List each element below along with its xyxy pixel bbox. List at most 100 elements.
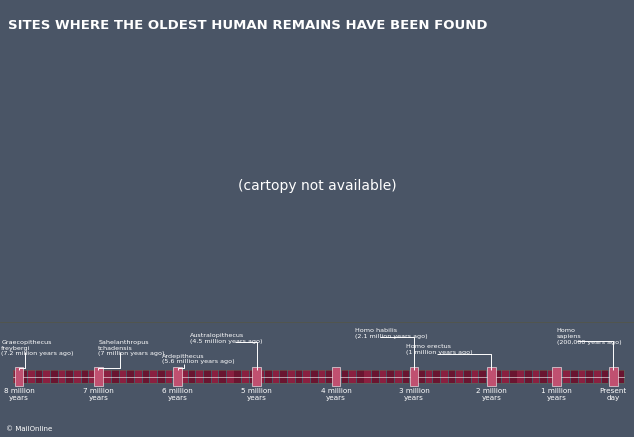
Bar [105, 370, 111, 383]
Bar [280, 370, 287, 383]
Bar [181, 370, 188, 383]
Bar [311, 370, 318, 383]
Bar [410, 368, 418, 386]
Bar [13, 370, 624, 383]
Bar [288, 370, 295, 383]
Bar [479, 370, 486, 383]
Bar [372, 370, 379, 383]
Text: 3 million
years: 3 million years [399, 388, 429, 401]
Bar [342, 370, 348, 383]
Bar [548, 370, 555, 383]
Bar [235, 370, 241, 383]
Bar [82, 370, 88, 383]
Text: Australopithecus
(4.5 million years ago): Australopithecus (4.5 million years ago) [190, 333, 262, 343]
Bar [617, 370, 624, 383]
Bar [564, 370, 570, 383]
Bar [242, 370, 249, 383]
Bar [387, 370, 394, 383]
Bar [552, 368, 561, 386]
Bar [365, 370, 371, 383]
Text: Sahelanthropus
tchadensis
(7 million years ago): Sahelanthropus tchadensis (7 million yea… [98, 340, 165, 356]
Text: Homo erectus
(1 million years ago): Homo erectus (1 million years ago) [406, 344, 472, 355]
Text: 6 million
years: 6 million years [162, 388, 193, 401]
Bar [265, 370, 272, 383]
Bar [602, 370, 608, 383]
Bar [204, 370, 210, 383]
Bar [196, 370, 203, 383]
Text: © MailOnline: © MailOnline [6, 427, 53, 432]
Bar [127, 370, 134, 383]
Bar [332, 368, 340, 386]
Bar [250, 370, 257, 383]
Bar [579, 370, 585, 383]
Bar [495, 370, 501, 383]
Bar [150, 370, 157, 383]
Bar [219, 370, 226, 383]
Text: Homo
sapiens
(200,000 years ago): Homo sapiens (200,000 years ago) [557, 328, 621, 345]
Bar [510, 370, 517, 383]
Bar [158, 370, 165, 383]
Text: Graecopithecus
freybergi
(7.2 million years ago): Graecopithecus freybergi (7.2 million ye… [1, 340, 74, 356]
Text: (cartopy not available): (cartopy not available) [238, 179, 396, 193]
Text: 4 million
years: 4 million years [321, 388, 351, 401]
Bar [609, 370, 616, 383]
Bar [487, 370, 493, 383]
Bar [456, 370, 463, 383]
Bar [20, 370, 27, 383]
Bar [94, 368, 103, 386]
Bar [252, 368, 261, 386]
Bar [51, 370, 58, 383]
Bar [188, 370, 195, 383]
Text: 2 million
years: 2 million years [476, 388, 507, 401]
Bar [349, 370, 356, 383]
Text: 7 million
years: 7 million years [83, 388, 113, 401]
Bar [36, 370, 42, 383]
Text: Homo habilis
(2.1 million years ago): Homo habilis (2.1 million years ago) [355, 328, 428, 339]
Bar [135, 370, 142, 383]
Bar [594, 370, 600, 383]
Bar [28, 370, 35, 383]
Bar [418, 370, 425, 383]
Bar [464, 370, 470, 383]
Bar [525, 370, 532, 383]
Bar [555, 370, 562, 383]
Bar [15, 368, 23, 386]
Bar [13, 370, 20, 383]
Bar [43, 370, 50, 383]
Bar [609, 368, 618, 386]
Bar [165, 370, 172, 383]
Bar [227, 370, 233, 383]
Bar [257, 370, 264, 383]
Bar [334, 370, 340, 383]
Bar [586, 370, 593, 383]
Text: Ardepithecus
(5.6 million years ago): Ardepithecus (5.6 million years ago) [162, 354, 235, 364]
Bar [273, 370, 280, 383]
Bar [441, 370, 448, 383]
Bar [472, 370, 478, 383]
Bar [449, 370, 455, 383]
Bar [173, 368, 182, 386]
Bar [58, 370, 65, 383]
Bar [357, 370, 363, 383]
Bar [517, 370, 524, 383]
Bar [97, 370, 103, 383]
Bar [533, 370, 540, 383]
Bar [303, 370, 310, 383]
Bar [66, 370, 73, 383]
Text: Present
day: Present day [600, 388, 626, 401]
Bar [319, 370, 325, 383]
Bar [487, 368, 496, 386]
Bar [295, 370, 302, 383]
Bar [395, 370, 402, 383]
Bar [327, 370, 333, 383]
Text: 8 million
years: 8 million years [4, 388, 34, 401]
Bar [425, 370, 432, 383]
Bar [89, 370, 96, 383]
Bar [571, 370, 578, 383]
Bar [143, 370, 150, 383]
Bar [112, 370, 119, 383]
Bar [120, 370, 126, 383]
Text: 1 million
years: 1 million years [541, 388, 572, 401]
Bar [403, 370, 410, 383]
Bar [74, 370, 81, 383]
